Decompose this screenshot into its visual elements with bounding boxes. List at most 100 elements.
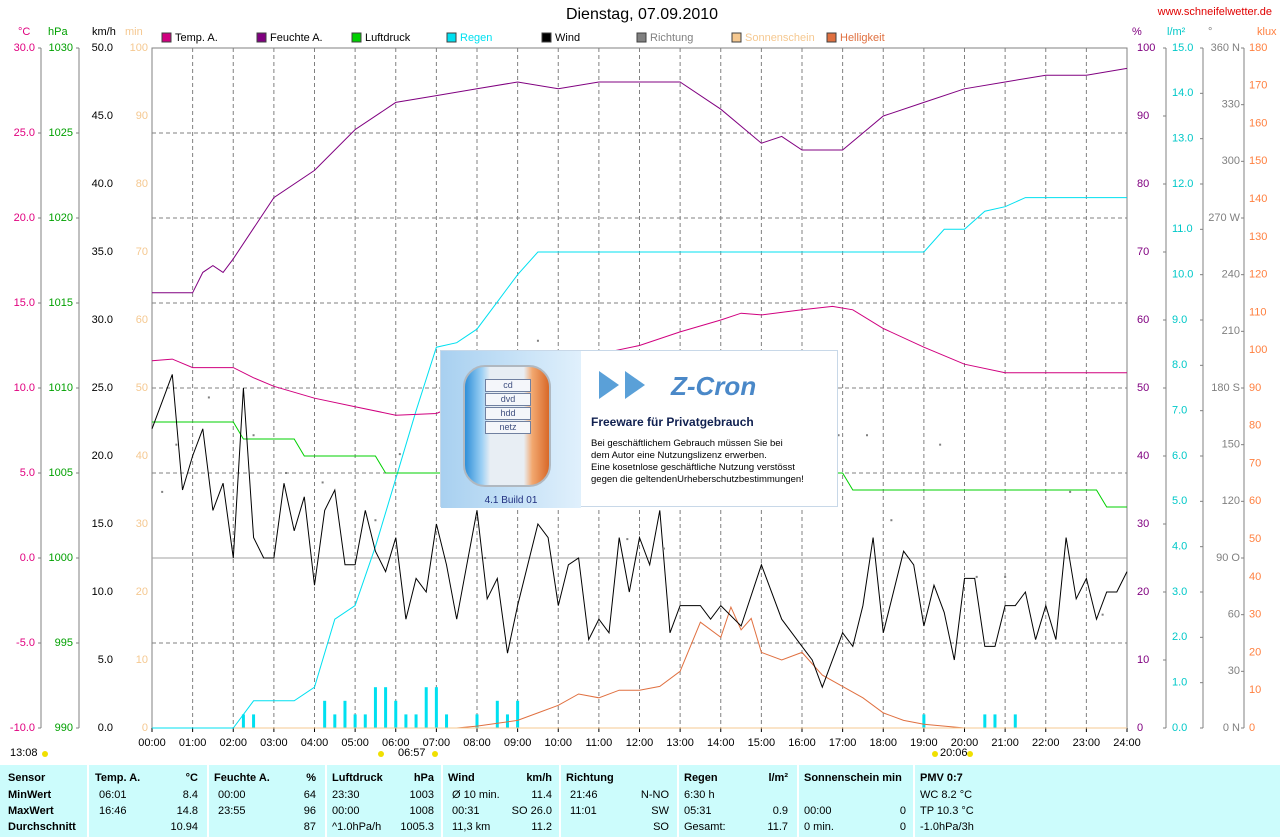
arrow-icon [599, 371, 619, 399]
sun-icon [378, 751, 384, 757]
table-cell: 0.9 [773, 805, 788, 817]
legend-label: Richtung [650, 32, 693, 44]
y-tick-label: 35.0 [92, 246, 113, 258]
row-label: MinWert [8, 789, 52, 801]
table-bg [0, 765, 1280, 837]
y-tick-label: 10 [1249, 684, 1261, 696]
y-tick-label: 3.0 [1172, 586, 1187, 598]
y-tick-label: 180 [1249, 42, 1267, 54]
rain-bar [993, 714, 997, 728]
y-tick-label: 20 [1137, 586, 1149, 598]
y-tick-label: 30 [136, 518, 148, 530]
y-tick-label: 1015 [49, 297, 73, 309]
table-cell: 11.4 [531, 789, 552, 801]
y-tick-label: 60 [1228, 609, 1240, 621]
x-tick-label: 21:00 [991, 737, 1019, 749]
table-cell: Ø 10 min. [452, 789, 500, 801]
table-cell: 87 [304, 821, 316, 833]
y-tick-label: 10.0 [14, 382, 35, 394]
rain-bar [373, 687, 377, 728]
rain-bar [333, 714, 337, 728]
x-tick-label: 23:00 [1073, 737, 1101, 749]
y-tick-label: 60 [1249, 495, 1261, 507]
y-tick-label: 25.0 [14, 127, 35, 139]
direction-dot [975, 575, 978, 578]
series-line [152, 197, 1127, 729]
table-header: Sonnenschein min [804, 772, 902, 784]
x-tick-label: 07:00 [423, 737, 451, 749]
table-header: km/h [526, 772, 552, 784]
y-tick-label: 30.0 [14, 42, 35, 54]
y-tick-label: 10.0 [1172, 269, 1193, 281]
sun-icon [932, 751, 938, 757]
table-header: °C [186, 772, 198, 784]
rain-bar [495, 700, 499, 728]
x-tick-label: 22:00 [1032, 737, 1060, 749]
table-cell: 00:31 [452, 805, 480, 817]
x-tick-label: 01:00 [179, 737, 207, 749]
table-cell: 1003 [410, 789, 434, 801]
y-tick-label: 90 [136, 110, 148, 122]
rain-bar [414, 714, 418, 728]
y-tick-label: 140 [1249, 193, 1267, 205]
version: 4.1 Build 01 [484, 495, 538, 506]
y-tick-label: 30 [1137, 518, 1149, 530]
series-line [152, 67, 1128, 294]
y-tick-label: 80 [1249, 420, 1261, 432]
direction-dot [374, 519, 377, 522]
y-tick-label: 80 [1137, 178, 1149, 190]
legend-label: Regen [460, 32, 492, 44]
y-tick-label: 0 [1249, 722, 1255, 734]
arrow-icon [625, 371, 645, 399]
rain-bar [516, 700, 520, 728]
x-tick-label: 24:00 [1113, 737, 1141, 749]
y-tick-label: 11.0 [1172, 223, 1193, 235]
y-tick-label: 1000 [49, 552, 73, 564]
y-tick-label: 90 [1137, 110, 1149, 122]
legend-label: Helligkeit [840, 32, 885, 44]
y-tick-label: 12.0 [1172, 178, 1193, 190]
legend-swatch [446, 32, 457, 43]
rain-bar [241, 714, 245, 728]
table-cell: Gesamt: [684, 821, 726, 833]
license-popup[interactable]: cd dvd hdd netz 4.1 Build 01 Z-Cron Free… [440, 350, 838, 508]
table-header: Richtung [566, 772, 614, 784]
y-tick-label: 150 [1249, 155, 1267, 167]
popup-text: gegen die geltendenUrheberschutzbestimmu… [591, 474, 804, 485]
y-tick-label: 1020 [49, 212, 73, 224]
table-cell: SW [651, 805, 669, 817]
y-tick-label: 20.0 [14, 212, 35, 224]
rain-bar [434, 687, 438, 728]
direction-dot [890, 519, 893, 522]
direction-dot [207, 396, 210, 399]
x-tick-label: 16:00 [788, 737, 816, 749]
x-tick-label: 14:00 [707, 737, 735, 749]
legend-label: Sonnenschein [745, 32, 815, 44]
table-cell: 16:46 [99, 805, 127, 817]
table-cell: 11,3 km [452, 821, 490, 833]
sunrise: 06:57 [398, 747, 426, 759]
y-tick-label: 50 [136, 382, 148, 394]
icon-tag: cd [485, 379, 531, 392]
direction-dot [1101, 613, 1104, 616]
table-header: Temp. A. [95, 772, 140, 784]
table-header: l/m² [768, 772, 788, 784]
y-tick-label: 180 S [1211, 382, 1240, 394]
rain-bar [353, 714, 357, 728]
y-tick-label: -10.0 [10, 722, 35, 734]
legend-swatch [351, 32, 362, 43]
table-header: Luftdruck [332, 772, 384, 784]
y-tick-label: 120 [1249, 269, 1267, 281]
y-tick-label: 170 [1249, 80, 1267, 92]
y-tick-label: 270 W [1208, 212, 1240, 224]
table-cell: 21:46 [570, 789, 598, 801]
legend-label: Temp. A. [175, 32, 218, 44]
direction-dot [175, 443, 178, 446]
sun-icon [432, 751, 438, 757]
legend-swatch [256, 32, 267, 43]
y-tick-label: 10.0 [92, 586, 113, 598]
table-cell: 96 [304, 805, 316, 817]
direction-dot [321, 481, 324, 484]
table-header: Sensor [8, 772, 46, 784]
site-link[interactable]: www.schneifelwetter.de [1157, 6, 1272, 18]
